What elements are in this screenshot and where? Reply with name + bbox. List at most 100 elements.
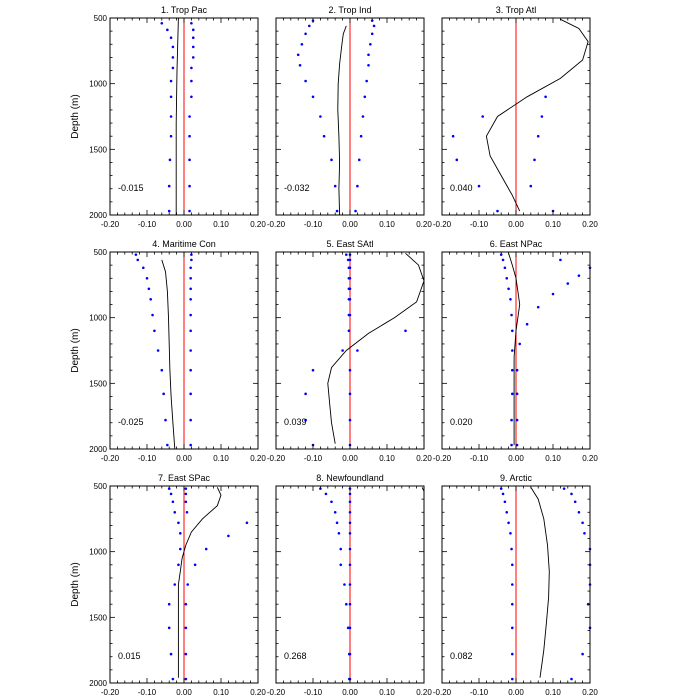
dot-left [162,392,165,396]
x-tick-label: 0.00 [508,688,524,697]
dot-right [245,521,249,525]
x-tick-label: 0.10 [213,220,229,229]
dot-right [189,392,192,396]
x-tick-label: 0.20 [416,220,432,229]
dot-left [169,652,173,656]
x-tick-label: 0.20 [582,220,598,229]
dot-right [515,443,519,447]
dot-right [348,313,352,317]
y-tick-label: 2000 [89,211,107,220]
x-tick-label: 0.10 [379,688,395,697]
dot-right [188,184,191,188]
dot-left [319,115,322,118]
x-tick-label: 0.20 [582,688,598,697]
dot-left [496,209,499,213]
dot-left [164,418,167,422]
x-tick-label: 0.20 [250,688,266,697]
dot-right [361,115,365,118]
dot-left [169,134,173,138]
dot-right [188,115,191,118]
y-tick-label: 1500 [89,613,107,622]
dot-right [354,209,357,213]
dot-left [499,253,503,256]
dot-right [536,305,540,309]
dot-left [347,329,351,333]
dot-right [570,677,573,681]
profile-line [161,259,176,450]
dot-left [510,443,513,447]
dot-left [308,24,311,28]
panel-title: 8. Newfoundland [316,473,384,483]
dot-right [186,583,189,586]
dot-right [189,349,192,352]
dot-right [356,184,359,188]
dot-right [189,276,192,280]
dot-right [188,209,191,213]
dot-right [184,602,188,606]
panel-title: 6. East NPac [490,239,543,249]
x-tick-label: 0.10 [379,454,395,463]
x-tick-label: -0.20 [101,454,120,463]
dot-left [322,134,326,138]
x-tick-label: 0.00 [176,688,192,697]
y-tick-label: 1000 [89,548,107,557]
dot-right [359,134,363,138]
dot-right [515,418,519,422]
dot-right [348,392,352,396]
dot-left [511,368,514,372]
dot-right [188,134,191,138]
dot-right [577,274,581,277]
dot-right [570,492,573,496]
x-tick-label: -0.20 [433,454,452,463]
dot-left [511,563,514,567]
dot-left [171,677,175,681]
dot-right [370,19,374,22]
dot-left [169,95,173,99]
dot-left [339,547,343,551]
x-tick-label: -0.10 [470,454,489,463]
dot-left [300,42,304,46]
dot-right [191,36,195,39]
dot-left [339,563,343,567]
x-tick-label: 0.00 [342,688,358,697]
dot-left [166,443,169,447]
panel-7: -0.20 -0.10 0.00 0.10 0.20 500 1000 1500 2000 Dep… [70,473,266,697]
dot-left [346,258,350,262]
y-axis-label: Depth (m) [70,328,81,372]
dot-right [190,66,193,70]
dot-left [311,95,315,99]
dot-left [345,602,348,606]
dot-left [160,21,164,25]
dot-left [477,184,481,188]
dot-left [173,510,177,514]
dot-left [510,418,513,422]
dot-left [145,276,149,280]
dot-left [509,531,512,535]
panel-value: 0.020 [450,417,473,427]
dot-right [370,32,374,36]
dot-left [343,583,346,586]
dot-left [304,418,307,422]
panel-value: 0.040 [450,183,473,193]
dot-left [511,626,514,630]
x-tick-label: -0.10 [304,454,323,463]
panel-5: -0.20 -0.10 0.00 0.10 0.20 5. East SAtl 0.039 [267,239,432,463]
y-tick-label: 1500 [89,145,107,154]
dot-left [304,32,307,36]
x-tick-label: -0.10 [138,454,157,463]
dot-left [311,368,315,372]
dot-left [333,510,337,514]
dot-left [171,66,175,70]
panel-2: -0.20 -0.10 0.00 0.10 0.20 2. Trop Ind -0.032 [267,5,432,229]
dot-right [515,392,519,396]
profile-line [530,487,550,678]
dot-right [348,287,352,291]
dot-left [177,521,180,525]
dot-right [348,276,352,280]
dot-left [451,134,455,138]
dot-left [173,583,177,586]
dot-right [562,487,566,490]
dot-right [583,531,586,535]
dot-right [566,282,570,285]
dot-left [167,626,171,630]
